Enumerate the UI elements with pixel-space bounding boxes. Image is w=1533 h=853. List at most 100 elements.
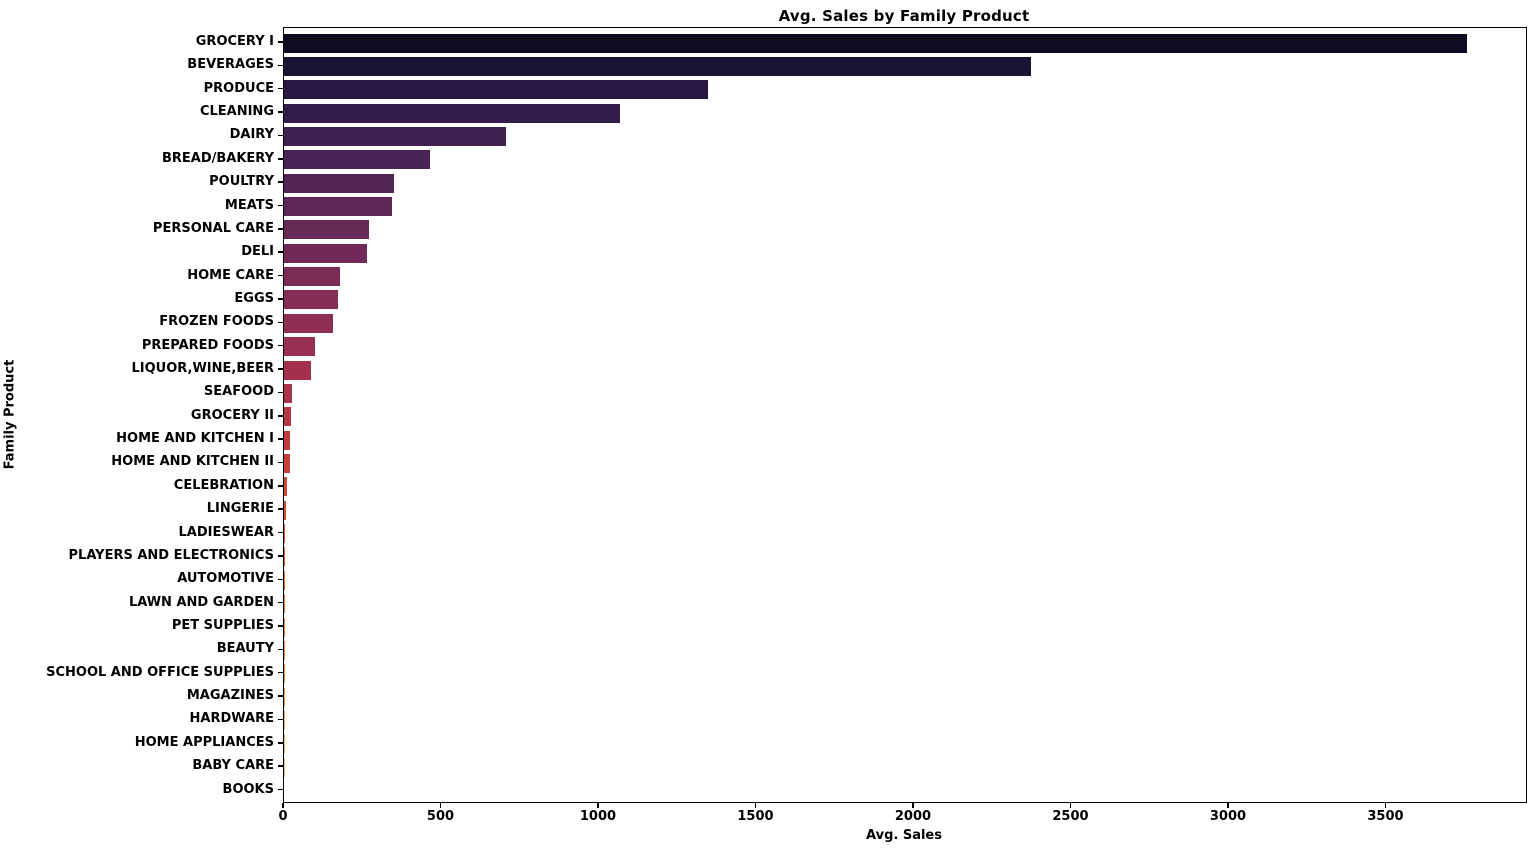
y-tick-mark bbox=[278, 41, 283, 43]
y-tick-label: SEAFOOD bbox=[203, 384, 274, 400]
y-tick-mark bbox=[278, 274, 283, 277]
y-tick-mark bbox=[278, 742, 283, 744]
y-tick-mark bbox=[278, 228, 283, 230]
y-tick-label: HOME AND KITCHEN II bbox=[111, 454, 274, 470]
y-tick-label: BREAD/BAKERY bbox=[161, 150, 274, 166]
bar-bread-bakery bbox=[284, 150, 430, 170]
bar-liquor-wine-beer bbox=[284, 360, 312, 380]
y-tick-label: DAIRY bbox=[229, 127, 274, 143]
x-tick-mark bbox=[912, 802, 914, 808]
y-tick-mark bbox=[278, 438, 283, 440]
bar-ladieswear bbox=[284, 524, 286, 544]
bar-celebration bbox=[284, 477, 287, 497]
y-tick-mark bbox=[278, 415, 283, 417]
y-tick-label: HOME AND KITCHEN I bbox=[116, 431, 274, 447]
y-tick-label: BEVERAGES bbox=[187, 57, 274, 73]
x-tick-label: 2000 bbox=[894, 809, 932, 824]
y-tick-mark bbox=[278, 555, 283, 557]
y-tick-label: PERSONAL CARE bbox=[152, 220, 274, 236]
y-tick-label: LAWN AND GARDEN bbox=[128, 594, 274, 610]
y-tick-mark bbox=[278, 531, 283, 534]
bar-lingerie bbox=[284, 500, 286, 520]
y-tick-mark bbox=[278, 765, 283, 767]
y-tick-label: PET SUPPLIES bbox=[171, 618, 274, 633]
x-tick-label: 2500 bbox=[1052, 809, 1089, 824]
x-tick-mark bbox=[439, 802, 442, 808]
y-tick-label: LINGERIE bbox=[206, 501, 274, 517]
chart-title: Avg. Sales by Family Product bbox=[778, 7, 1030, 25]
bar-lawn-and-garden bbox=[284, 594, 285, 614]
y-tick-label: HOME APPLIANCES bbox=[134, 734, 274, 750]
y-tick-mark bbox=[278, 111, 283, 113]
y-tick-mark bbox=[278, 391, 283, 394]
bar-players-and-electronics bbox=[284, 547, 286, 567]
y-tick-mark bbox=[278, 671, 283, 674]
x-tick-label: 0 bbox=[278, 809, 288, 824]
x-tick-label: 500 bbox=[426, 809, 455, 824]
y-tick-mark bbox=[278, 578, 283, 581]
bar-home-and-kitchen-ii bbox=[284, 453, 290, 473]
y-tick-mark bbox=[278, 344, 283, 347]
y-tick-mark bbox=[278, 368, 283, 370]
x-axis-label: Avg. Sales bbox=[866, 828, 942, 843]
bar-frozen-foods bbox=[284, 313, 334, 333]
bar-produce bbox=[284, 80, 708, 100]
y-tick-label: BABY CARE bbox=[192, 758, 274, 774]
y-tick-mark bbox=[278, 648, 283, 651]
y-tick-mark bbox=[278, 87, 283, 90]
y-tick-mark bbox=[278, 64, 283, 67]
y-tick-label: BOOKS bbox=[222, 781, 274, 797]
y-tick-label: GROCERY I bbox=[195, 34, 274, 49]
y-tick-mark bbox=[278, 204, 283, 207]
y-tick-label: FROZEN FOODS bbox=[159, 314, 274, 330]
bar-beverages bbox=[284, 56, 1031, 76]
bar-cleaning bbox=[284, 103, 621, 123]
y-tick-label: BEAUTY bbox=[216, 641, 274, 657]
x-tick-mark bbox=[1384, 802, 1387, 808]
bar-deli bbox=[284, 243, 368, 263]
y-tick-mark bbox=[278, 461, 283, 464]
bar-beauty bbox=[284, 640, 285, 660]
y-tick-label: PREPARED FOODS bbox=[141, 337, 274, 353]
bar-poultry bbox=[284, 173, 394, 193]
x-tick-label: 1000 bbox=[579, 809, 617, 824]
bar-meats bbox=[284, 197, 393, 217]
bar-eggs bbox=[284, 290, 338, 310]
y-tick-label: HOME CARE bbox=[187, 267, 274, 283]
y-tick-label: EGGS bbox=[234, 290, 274, 306]
y-tick-label: AUTOMOTIVE bbox=[177, 571, 274, 587]
x-tick-label: 1500 bbox=[737, 809, 774, 824]
y-tick-label: LADIESWEAR bbox=[178, 524, 274, 540]
y-tick-mark bbox=[278, 601, 283, 604]
bar-pet-supplies bbox=[284, 617, 285, 637]
x-tick-label: 3000 bbox=[1209, 809, 1247, 824]
bar-prepared-foods bbox=[284, 337, 315, 357]
y-tick-mark bbox=[278, 321, 283, 324]
y-tick-mark bbox=[278, 508, 283, 510]
y-tick-label: CELEBRATION bbox=[173, 477, 274, 493]
bar-dairy bbox=[284, 126, 507, 146]
y-tick-mark bbox=[278, 625, 283, 627]
y-tick-mark bbox=[278, 158, 283, 160]
x-tick-mark bbox=[597, 802, 599, 808]
y-tick-label: GROCERY II bbox=[190, 407, 274, 423]
bar-seafood bbox=[284, 383, 292, 403]
y-tick-mark bbox=[278, 695, 283, 697]
y-tick-mark bbox=[278, 298, 283, 300]
bar-personal-care bbox=[284, 220, 370, 240]
y-tick-label: POULTRY bbox=[209, 174, 274, 190]
y-tick-mark bbox=[278, 134, 283, 137]
y-tick-mark bbox=[278, 485, 283, 487]
plot-area bbox=[283, 27, 1527, 803]
x-tick-mark bbox=[1069, 802, 1072, 808]
y-tick-label: PRODUCE bbox=[203, 80, 274, 96]
y-tick-label: MAGAZINES bbox=[186, 688, 274, 704]
bar-home-care bbox=[284, 267, 341, 287]
y-tick-mark bbox=[278, 181, 283, 183]
bar-automotive bbox=[284, 570, 286, 590]
y-tick-label: CLEANING bbox=[199, 104, 274, 120]
bar-grocery-ii bbox=[284, 407, 291, 427]
x-tick-mark bbox=[1227, 802, 1229, 808]
y-tick-label: LIQUOR,WINE,BEER bbox=[131, 361, 274, 377]
